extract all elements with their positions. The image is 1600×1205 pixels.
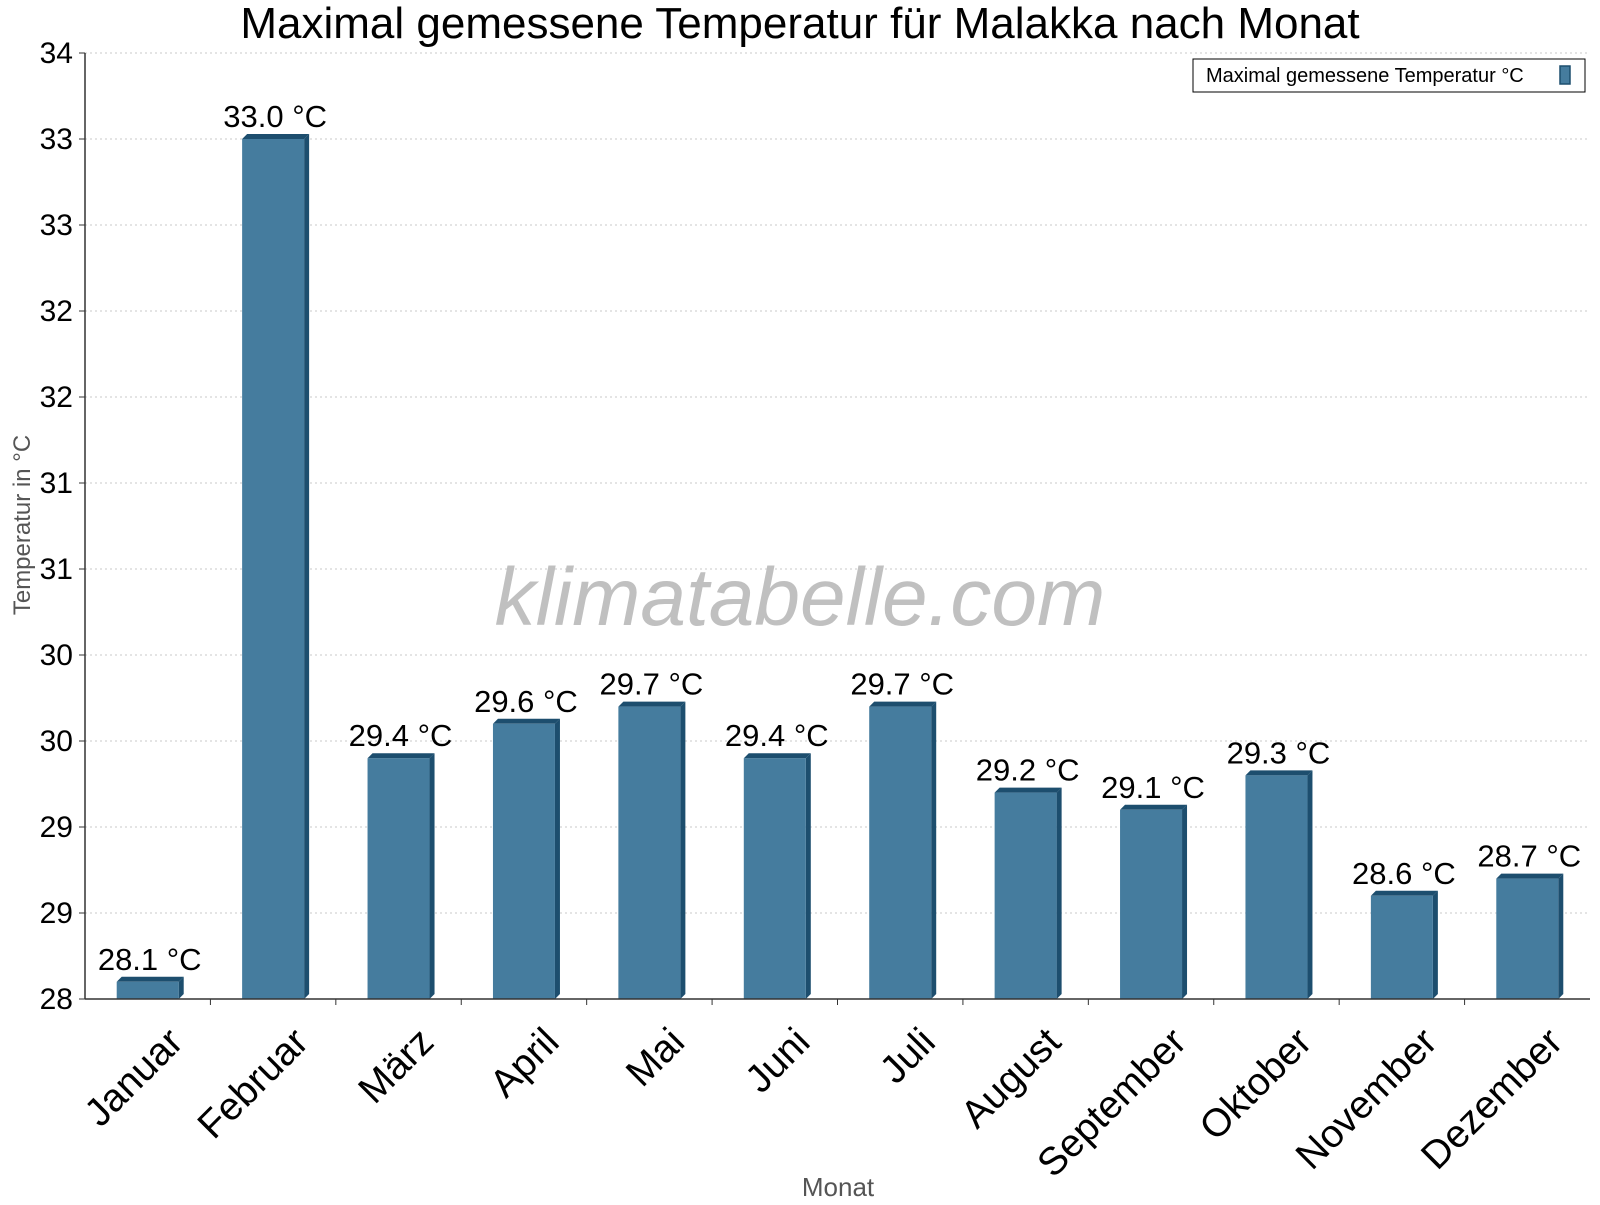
- bar-side: [304, 134, 310, 999]
- bar-front: [242, 139, 305, 999]
- data-label: 29.7 °C: [600, 667, 704, 702]
- y-axis-title: Temperatur in °C: [9, 435, 36, 615]
- bar-side: [931, 701, 937, 999]
- y-tick-label: 32: [40, 295, 73, 328]
- y-tick-label: 30: [40, 639, 73, 672]
- bar-februar: [242, 134, 310, 999]
- bar-top: [1370, 890, 1438, 896]
- y-tick-label: 29: [40, 897, 73, 930]
- y-tick-label: 33: [40, 123, 73, 156]
- bar-oktober: [1245, 770, 1313, 999]
- bar-top: [116, 976, 184, 982]
- bar-top: [869, 701, 937, 707]
- bar-front: [1370, 895, 1433, 999]
- y-tick-label: 34: [40, 37, 73, 70]
- y-tick-label: 32: [40, 381, 73, 414]
- y-tick-label: 31: [40, 467, 73, 500]
- x-axis-title: Monat: [802, 1172, 875, 1200]
- y-tick-label: 33: [40, 209, 73, 242]
- bar-märz: [367, 753, 435, 999]
- bar-dezember: [1496, 873, 1564, 999]
- data-label: 28.6 °C: [1352, 856, 1456, 891]
- bar-top: [1245, 770, 1313, 776]
- bar-top: [618, 701, 686, 707]
- bar-side: [680, 701, 686, 999]
- bars: 28.1 °C 33.0 °C 29.4 °C 29.6 °C 29.7 °C 29.4 …: [98, 99, 1581, 999]
- legend-swatch: [1559, 65, 1571, 85]
- bar-april: [492, 718, 560, 999]
- bar-front: [1120, 809, 1183, 999]
- x-tick-label: August: [953, 1020, 1069, 1136]
- bar-top: [492, 718, 560, 724]
- bar-top: [1496, 873, 1564, 879]
- bar-september: [1120, 804, 1188, 999]
- bar-side: [805, 753, 811, 999]
- bar-side: [1056, 787, 1062, 999]
- data-label: 28.7 °C: [1477, 839, 1581, 874]
- data-label: 33.0 °C: [223, 99, 327, 134]
- watermark-text: klimatabelle.com: [495, 552, 1106, 643]
- y-tick-label: 28: [40, 983, 73, 1016]
- bar-side: [178, 976, 184, 999]
- data-label: 29.6 °C: [474, 684, 578, 719]
- bar-side: [554, 718, 560, 999]
- bar-mai: [618, 701, 686, 999]
- y-tick-label: 29: [40, 811, 73, 844]
- bar-side: [1182, 804, 1188, 999]
- legend: Maximal gemessene Temperatur °C: [1192, 58, 1586, 93]
- bar-front: [492, 723, 555, 999]
- x-tick-label: Juni: [737, 1020, 818, 1101]
- x-tick-label: April: [482, 1020, 568, 1106]
- bar-front: [994, 792, 1057, 999]
- grid-lines: [85, 52, 1590, 914]
- x-tick-label: Oktober: [1192, 1020, 1321, 1149]
- bar-januar: [116, 976, 184, 999]
- bar-november: [1370, 890, 1438, 999]
- data-label: 29.3 °C: [1227, 735, 1331, 770]
- data-label: 29.4 °C: [725, 718, 829, 753]
- bar-front: [367, 758, 430, 999]
- data-label: 29.4 °C: [349, 718, 453, 753]
- bar-august: [994, 787, 1062, 999]
- chart-title: Maximal gemessene Temperatur für Malakka…: [240, 0, 1359, 48]
- data-label: 28.1 °C: [98, 942, 202, 977]
- x-tick-label: Februar: [190, 1020, 317, 1147]
- data-label: 29.7 °C: [850, 667, 954, 702]
- bar-top: [1120, 804, 1188, 810]
- bar-side: [429, 753, 435, 999]
- bar-front: [1245, 775, 1308, 999]
- bar-juli: [869, 701, 937, 999]
- data-label: 29.1 °C: [1101, 770, 1205, 805]
- legend-label: Maximal gemessene Temperatur °C: [1206, 65, 1524, 87]
- x-tick-label: Januar: [77, 1020, 192, 1135]
- x-tick-label: Juli: [872, 1020, 944, 1092]
- y-tick-label: 30: [40, 725, 73, 758]
- bar-top: [743, 753, 811, 759]
- bar-juni: [743, 753, 811, 999]
- legend-box: [1192, 58, 1586, 93]
- bar-front: [618, 706, 681, 999]
- bar-front: [1496, 878, 1559, 999]
- bar-side: [1307, 770, 1313, 999]
- bar-front: [116, 981, 179, 999]
- x-tick-label: Mai: [618, 1020, 693, 1095]
- bar-top: [994, 787, 1062, 793]
- bar-front: [869, 706, 932, 999]
- y-tick-label: 31: [40, 553, 73, 586]
- x-tick-label: März: [350, 1020, 442, 1112]
- bar-side: [1432, 890, 1438, 999]
- bar-side: [1558, 873, 1564, 999]
- bar-front: [743, 758, 806, 999]
- data-label: 29.2 °C: [976, 753, 1080, 788]
- bar-top: [242, 134, 310, 139]
- bar-top: [367, 753, 435, 759]
